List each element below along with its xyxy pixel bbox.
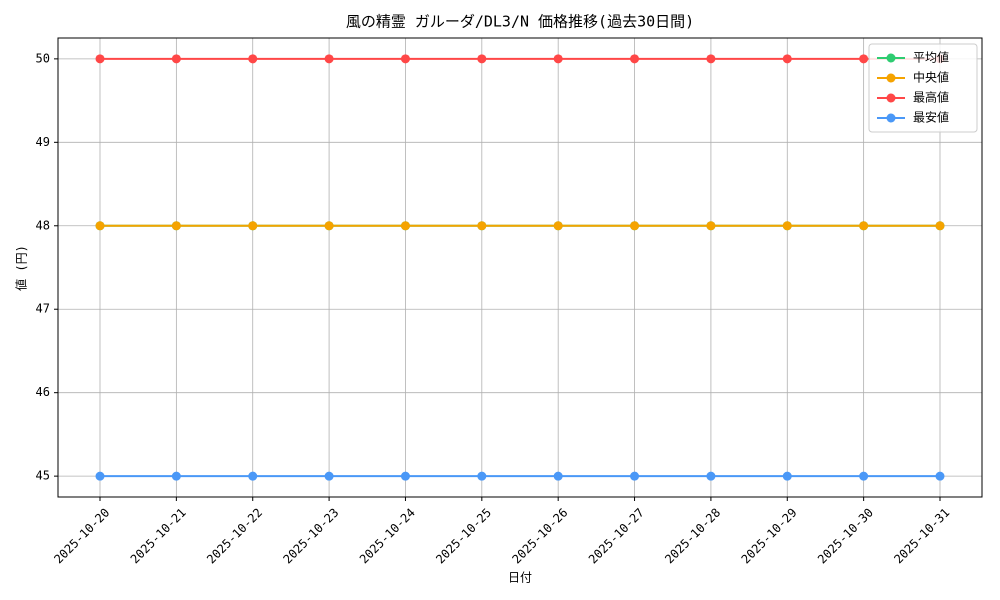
point [782, 471, 792, 481]
legend-label: 最安値 [913, 110, 949, 125]
plot-frame [57, 37, 983, 498]
chart-title: 風の精霊 ガルーダ/DL3/N 価格推移(過去30日間) [346, 13, 694, 31]
point [171, 54, 181, 64]
point [324, 471, 334, 481]
point [553, 54, 563, 64]
point [95, 54, 105, 64]
point [324, 54, 334, 64]
point [248, 471, 258, 481]
point [859, 221, 869, 231]
point [95, 471, 105, 481]
point [782, 54, 792, 64]
point [630, 221, 640, 231]
point [477, 471, 487, 481]
x-tick-label: 2025-10-24 [357, 505, 418, 566]
point [859, 471, 869, 481]
legend-box [868, 43, 978, 133]
y-tick-label: 48 [36, 218, 50, 232]
x-tick-label: 2025-10-20 [51, 505, 112, 566]
point [95, 221, 105, 231]
legend-label: 中央値 [913, 70, 949, 85]
legend-label: 平均値 [913, 50, 949, 65]
point [171, 221, 181, 231]
x-tick-label: 2025-10-25 [433, 505, 494, 566]
point [706, 471, 716, 481]
legend-marker [886, 73, 896, 83]
point [400, 221, 410, 231]
point [630, 54, 640, 64]
point [935, 221, 945, 231]
x-tick-label: 2025-10-22 [204, 505, 265, 566]
legend-marker [886, 113, 896, 123]
x-tick-label: 2025-10-23 [280, 505, 341, 566]
y-tick-label: 47 [36, 302, 50, 316]
point [477, 221, 487, 231]
point [400, 54, 410, 64]
x-tick-label: 2025-10-27 [586, 505, 647, 566]
point [248, 54, 258, 64]
point [477, 54, 487, 64]
legend-marker [886, 93, 896, 103]
point [859, 54, 869, 64]
y-tick-label: 46 [36, 385, 50, 399]
x-tick-label: 2025-10-29 [739, 505, 800, 566]
point [782, 221, 792, 231]
point [935, 471, 945, 481]
x-tick-label: 2025-10-30 [815, 505, 876, 566]
x-tick-label: 2025-10-26 [510, 505, 571, 566]
point [630, 471, 640, 481]
x-tick-label: 2025-10-31 [891, 505, 952, 566]
y-tick-label: 45 [36, 469, 50, 483]
point [706, 54, 716, 64]
y-tick-label: 50 [36, 51, 50, 65]
legend-marker [886, 53, 896, 63]
y-tick-label: 49 [36, 135, 50, 149]
legend-label: 最高値 [913, 90, 949, 105]
point [553, 471, 563, 481]
point [171, 471, 181, 481]
x-tick-label: 2025-10-28 [662, 505, 723, 566]
point [400, 471, 410, 481]
point [324, 221, 334, 231]
point [553, 221, 563, 231]
point [706, 221, 716, 231]
y-axis-label: 値 (円) [14, 245, 29, 291]
x-axis-label: 日付 [508, 571, 532, 585]
point [248, 221, 258, 231]
x-tick-label: 2025-10-21 [128, 505, 189, 566]
